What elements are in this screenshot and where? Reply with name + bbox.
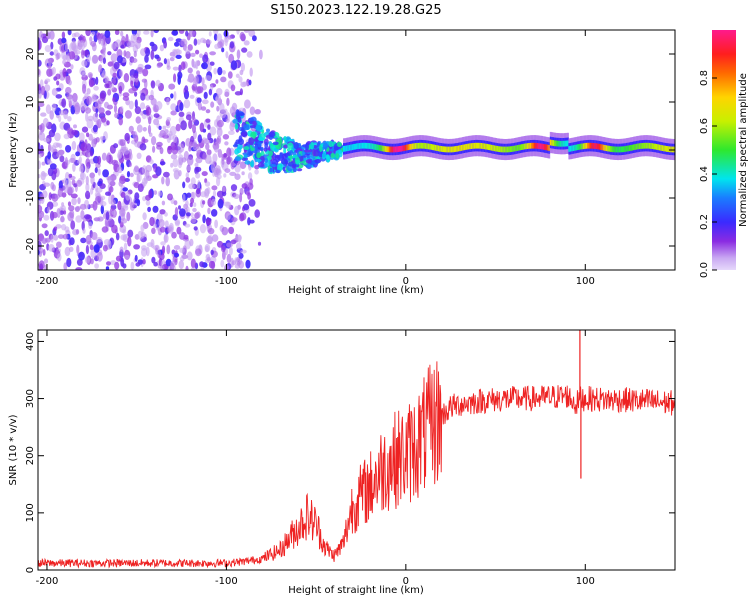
snr-y-label: SNR (10 * v/v) — [8, 414, 19, 485]
colorbar-label: Normalized spectral amplitude — [738, 73, 749, 227]
spectrogram-y-tick-label: -10 — [25, 190, 36, 206]
snr-y-tick-label: 300 — [25, 389, 36, 408]
snr-y-tick-label: 400 — [25, 332, 36, 351]
snr-x-tick-label: -100 — [215, 576, 238, 587]
colorbar-axes: 0.0 0.2 0.4 0.6 0.8 — [699, 70, 717, 278]
figure-title: S150.2023.122.19.28.G25 — [270, 3, 441, 18]
colorbar-tick-label: 0.2 — [699, 214, 710, 230]
colorbar-tick-label: 0.6 — [699, 118, 710, 134]
colorbar-tick-label: 0.0 — [699, 262, 710, 278]
spectrogram-y-tick-label: -20 — [25, 238, 36, 254]
spectrogram-x-tick-label: 0 — [403, 276, 409, 287]
spectrogram-y-tick-label: 20 — [25, 48, 36, 61]
snr-frame — [37, 329, 676, 571]
spectrogram-y-tick-label: 10 — [25, 96, 36, 109]
snr-line-layer — [38, 330, 675, 569]
spectrogram-y-label: Frequency (Hz) — [8, 112, 19, 188]
snr-axes: -200 -100 0 100 0 100 200 300 400 — [25, 330, 675, 587]
snr-x-tick-label: 100 — [576, 576, 595, 587]
colorbar: 0.0 0.2 0.4 0.6 0.8 Normalized spectral ampl… — [699, 30, 749, 278]
spectrogram-x-label: Height of straight line (km) — [288, 285, 424, 296]
snr-y-tick-label: 0 — [25, 567, 36, 573]
spectrogram-heat-layer — [38, 30, 675, 270]
spectrogram-frame — [37, 29, 676, 271]
snr-x-label: Height of straight line (km) — [288, 585, 424, 596]
snr-x-tick-label: -200 — [36, 576, 59, 587]
snr-y-tick-label: 200 — [25, 446, 36, 465]
snr-panel: -200 -100 0 100 0 100 200 300 400 Height of stra… — [8, 329, 676, 596]
colorbar-tick-label: 0.8 — [699, 70, 710, 86]
spectrogram-x-tick-label: -200 — [36, 276, 59, 287]
snr-x-tick-label: 0 — [403, 576, 409, 587]
snr-y-tick-label: 100 — [25, 503, 36, 522]
spectrogram-x-tick-label: 100 — [576, 276, 595, 287]
colorbar-gradient — [712, 30, 736, 270]
spectrogram-y-tick-label: 0 — [25, 147, 36, 153]
spectrogram-x-tick-label: -100 — [215, 276, 238, 287]
colorbar-tick-label: 0.4 — [699, 166, 710, 182]
snr-series-line — [38, 361, 675, 569]
